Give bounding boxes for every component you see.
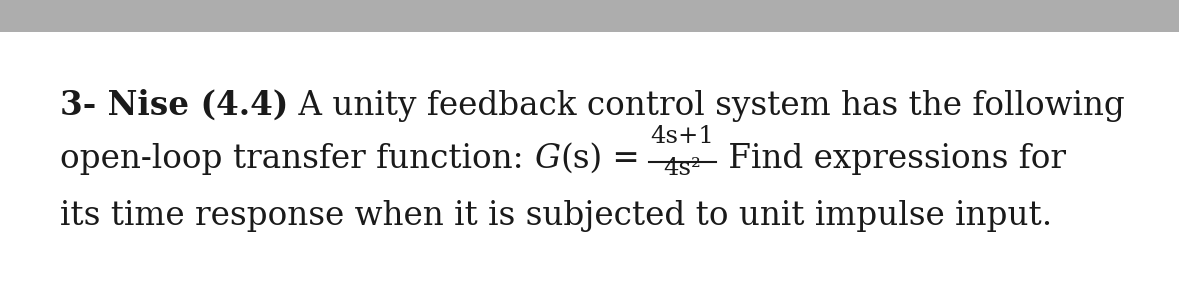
Text: its time response when it is subjected to unit impulse input.: its time response when it is subjected t…	[60, 200, 1052, 232]
Text: open-loop transfer function:: open-loop transfer function:	[60, 143, 534, 175]
Text: A unity feedback control system has the following: A unity feedback control system has the …	[289, 90, 1125, 122]
Text: 3- Nise (4.4): 3- Nise (4.4)	[60, 89, 289, 122]
Text: (s): (s)	[560, 143, 602, 175]
Text: G: G	[534, 143, 560, 175]
Text: 4s²: 4s²	[664, 157, 702, 180]
Text: Find expressions for: Find expressions for	[718, 143, 1066, 175]
Text: =: =	[602, 143, 651, 175]
Text: 4s+1: 4s+1	[651, 125, 714, 148]
Bar	[0, 0, 1179, 32]
